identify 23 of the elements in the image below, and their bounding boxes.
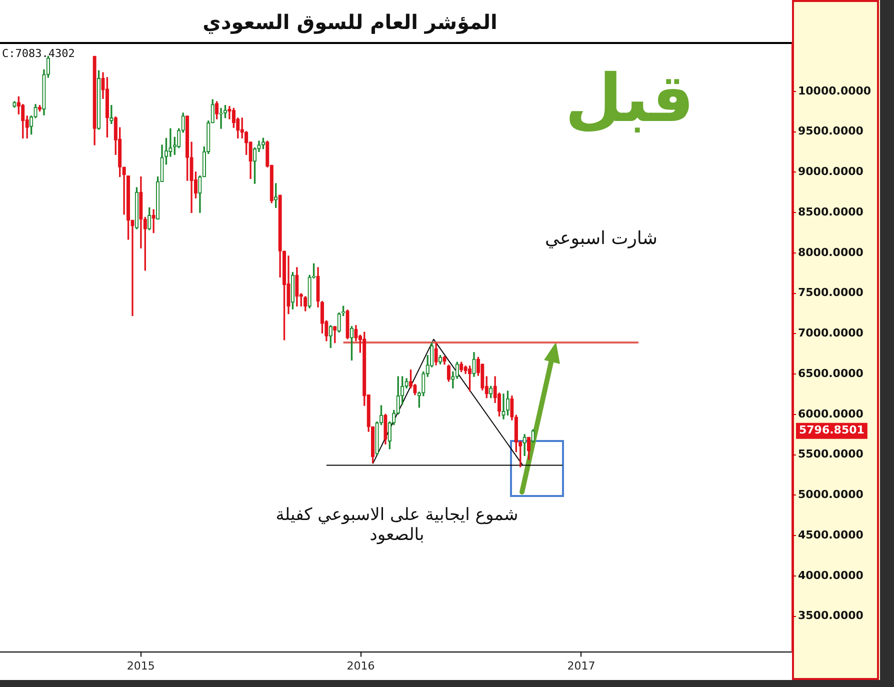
- y-tick-label: 5500.0000: [798, 448, 864, 461]
- y-tick-label: 9000.0000: [798, 165, 864, 178]
- chart-title: المؤشر العام للسوق السعودي: [202, 10, 498, 34]
- y-tick-label: 6000.0000: [798, 407, 864, 420]
- text: 5796.8501: [799, 424, 864, 437]
- y-tick-label: 8000.0000: [798, 246, 864, 259]
- annotation: قبل: [565, 60, 694, 137]
- x-tick-label: 2015: [126, 659, 155, 672]
- y-tick-label: 3500.0000: [798, 609, 864, 622]
- y-tick-label: 6500.0000: [798, 366, 864, 380]
- y-tick-label: 7000.0000: [798, 326, 864, 340]
- y-tick-label: 4000.0000: [798, 568, 864, 582]
- y-tick-label: 5000.0000: [798, 488, 864, 502]
- y-tick-label: 4500.0000: [798, 528, 864, 542]
- y-tick-label: 8500.0000: [798, 205, 864, 218]
- x-tick-label: 2016: [346, 659, 375, 672]
- x-tick-label: 2017: [567, 659, 596, 672]
- annotation: شارت اسبوعي: [545, 228, 658, 249]
- y-tick-label: 9500.0000: [798, 124, 864, 138]
- annotation: شموع ايجابية على الاسبوعي كفيلة بالصعود: [274, 505, 520, 545]
- annotation: C:7083.4302: [2, 47, 75, 60]
- y-tick-label: 10000.0000: [798, 84, 872, 98]
- y-tick-label: 7500.0000: [798, 286, 864, 300]
